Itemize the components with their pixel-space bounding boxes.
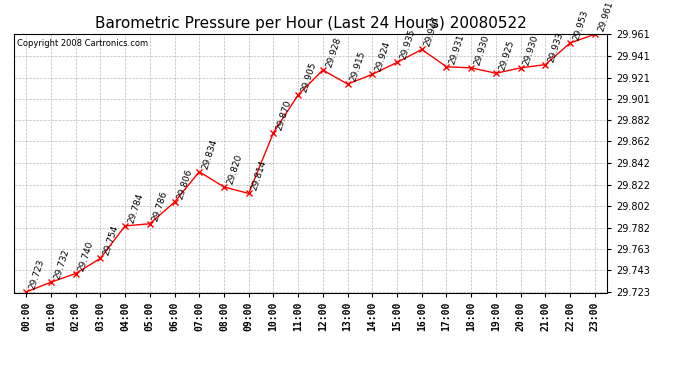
Text: 29.814: 29.814 bbox=[250, 159, 268, 192]
Text: 29.754: 29.754 bbox=[101, 224, 120, 257]
Text: 29.961: 29.961 bbox=[596, 0, 615, 33]
Text: 29.947: 29.947 bbox=[423, 15, 442, 48]
Title: Barometric Pressure per Hour (Last 24 Hours) 20080522: Barometric Pressure per Hour (Last 24 Ho… bbox=[95, 16, 526, 31]
Text: 29.786: 29.786 bbox=[151, 190, 170, 222]
Text: 29.930: 29.930 bbox=[473, 34, 491, 66]
Text: 29.732: 29.732 bbox=[52, 248, 70, 281]
Text: 29.925: 29.925 bbox=[497, 39, 515, 72]
Text: 29.915: 29.915 bbox=[349, 50, 367, 83]
Text: 29.820: 29.820 bbox=[226, 153, 244, 186]
Text: 29.905: 29.905 bbox=[299, 61, 318, 93]
Text: 29.928: 29.928 bbox=[324, 36, 342, 69]
Text: 29.930: 29.930 bbox=[522, 34, 540, 66]
Text: 29.723: 29.723 bbox=[28, 258, 46, 291]
Text: 29.931: 29.931 bbox=[448, 33, 466, 65]
Text: Copyright 2008 Cartronics.com: Copyright 2008 Cartronics.com bbox=[17, 39, 148, 48]
Text: 29.806: 29.806 bbox=[176, 168, 194, 201]
Text: 29.740: 29.740 bbox=[77, 240, 95, 272]
Text: 29.953: 29.953 bbox=[571, 9, 590, 42]
Text: 29.933: 29.933 bbox=[546, 30, 565, 63]
Text: 29.784: 29.784 bbox=[126, 192, 145, 225]
Text: 29.834: 29.834 bbox=[201, 138, 219, 170]
Text: 29.924: 29.924 bbox=[374, 40, 392, 73]
Text: 29.870: 29.870 bbox=[275, 99, 293, 131]
Text: 29.935: 29.935 bbox=[398, 28, 417, 61]
